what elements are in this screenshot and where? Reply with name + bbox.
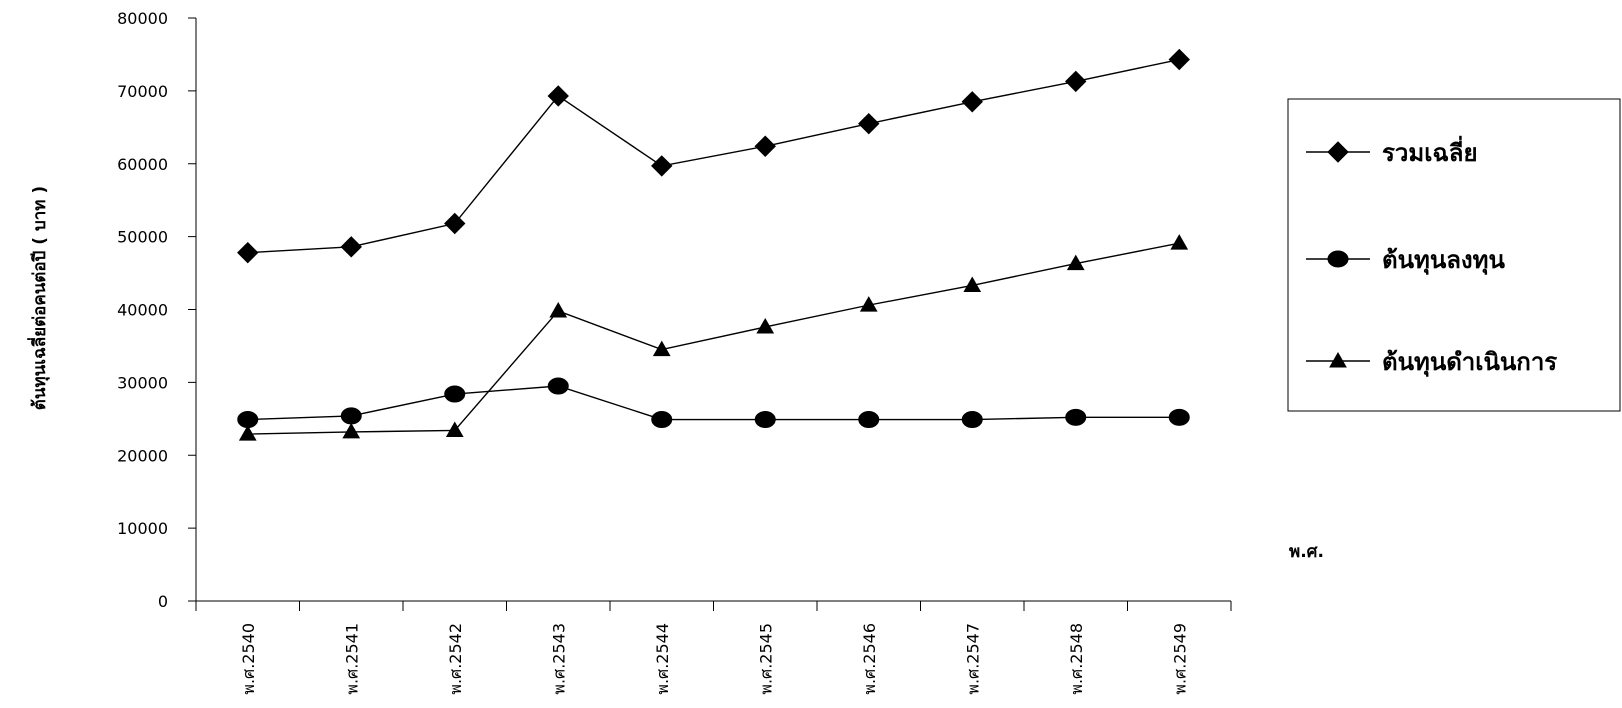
x-tick-label: พ.ศ.2545 bbox=[756, 623, 775, 695]
x-ticks: พ.ศ.2540 พ.ศ.2541 พ.ศ.2542 พ.ศ.2543 พ.ศ.2544… bbox=[195, 601, 1232, 695]
data-point bbox=[1065, 408, 1087, 426]
data-point bbox=[1168, 48, 1190, 71]
data-point bbox=[547, 377, 569, 395]
series-group bbox=[237, 48, 1190, 441]
x-axis-label: พ.ศ. bbox=[1289, 542, 1324, 562]
data-point bbox=[1168, 408, 1190, 426]
y-ticks: 0 10000 20000 30000 40000 50000 60000 70000 8000… bbox=[117, 9, 196, 611]
data-point bbox=[1066, 254, 1085, 271]
x-tick-label: พ.ศ.2540 bbox=[239, 623, 258, 695]
x-tick-label: พ.ศ.2549 bbox=[1170, 623, 1189, 695]
y-tick-label: 60000 bbox=[117, 155, 168, 174]
data-point bbox=[754, 411, 776, 429]
data-point bbox=[1065, 70, 1087, 93]
legend-entry: ต้นทุนลงทุน bbox=[1306, 246, 1505, 276]
y-tick-label: 50000 bbox=[117, 228, 168, 247]
data-point bbox=[340, 236, 362, 258]
x-tick-label: พ.ศ.2548 bbox=[1067, 623, 1086, 695]
series-line bbox=[247, 242, 1180, 435]
y-tick-label: 10000 bbox=[117, 519, 168, 538]
series-1 bbox=[237, 48, 1190, 264]
data-point bbox=[961, 91, 983, 113]
x-tick-label: พ.ศ.2543 bbox=[549, 623, 568, 695]
data-point bbox=[444, 212, 466, 235]
legend-label: ต้นทุนดำเนินการ bbox=[1382, 348, 1557, 378]
series-line bbox=[247, 58, 1180, 254]
x-tick-label: พ.ศ.2547 bbox=[963, 623, 982, 695]
y-tick-label: 0 bbox=[158, 592, 168, 611]
data-point bbox=[237, 241, 259, 264]
legend-marker bbox=[1329, 351, 1347, 368]
data-point bbox=[858, 411, 880, 429]
data-point bbox=[651, 411, 673, 429]
data-point bbox=[756, 317, 775, 334]
data-point bbox=[547, 85, 569, 107]
x-tick-label: พ.ศ.2546 bbox=[860, 623, 879, 695]
data-point bbox=[859, 296, 878, 312]
legend-label: รวมเฉลี่ย bbox=[1382, 135, 1478, 167]
data-point bbox=[963, 276, 982, 292]
data-point bbox=[651, 155, 673, 177]
data-point bbox=[652, 340, 671, 357]
legend-entry: ต้นทุนดำเนินการ bbox=[1306, 348, 1557, 378]
data-point bbox=[238, 425, 257, 441]
data-point bbox=[858, 112, 880, 135]
data-point bbox=[340, 407, 362, 425]
data-point bbox=[444, 385, 466, 403]
series-2 bbox=[237, 377, 1190, 429]
axes bbox=[195, 18, 1231, 602]
x-tick-label: พ.ศ.2541 bbox=[342, 623, 361, 695]
legend-label: ต้นทุนลงทุน bbox=[1382, 246, 1505, 276]
y-tick-label: 80000 bbox=[117, 9, 168, 28]
legend-marker bbox=[1327, 141, 1349, 163]
x-tick-label: พ.ศ.2544 bbox=[653, 623, 672, 695]
series-line bbox=[247, 385, 1180, 421]
legend: รวมเฉลี่ยต้นทุนลงทุนต้นทุนดำเนินการ bbox=[1287, 98, 1621, 412]
legend-marker bbox=[1327, 250, 1349, 268]
data-point bbox=[961, 411, 983, 429]
data-point bbox=[754, 135, 776, 157]
x-tick-label: พ.ศ.2542 bbox=[446, 623, 465, 695]
y-tick-label: 70000 bbox=[117, 82, 168, 101]
data-point bbox=[342, 422, 361, 439]
y-tick-label: 20000 bbox=[117, 446, 168, 465]
y-tick-label: 30000 bbox=[117, 373, 168, 392]
data-point bbox=[549, 301, 568, 318]
data-point bbox=[1170, 234, 1189, 250]
legend-entry: รวมเฉลี่ย bbox=[1306, 135, 1478, 167]
legend-box bbox=[1287, 98, 1621, 412]
data-point bbox=[445, 421, 464, 437]
y-tick-label: 40000 bbox=[117, 301, 168, 320]
y-axis-label: ต้นทุนเฉลี่ยต่อคนต่อปี ( บาท ) bbox=[27, 186, 50, 410]
series-3 bbox=[238, 234, 1189, 441]
